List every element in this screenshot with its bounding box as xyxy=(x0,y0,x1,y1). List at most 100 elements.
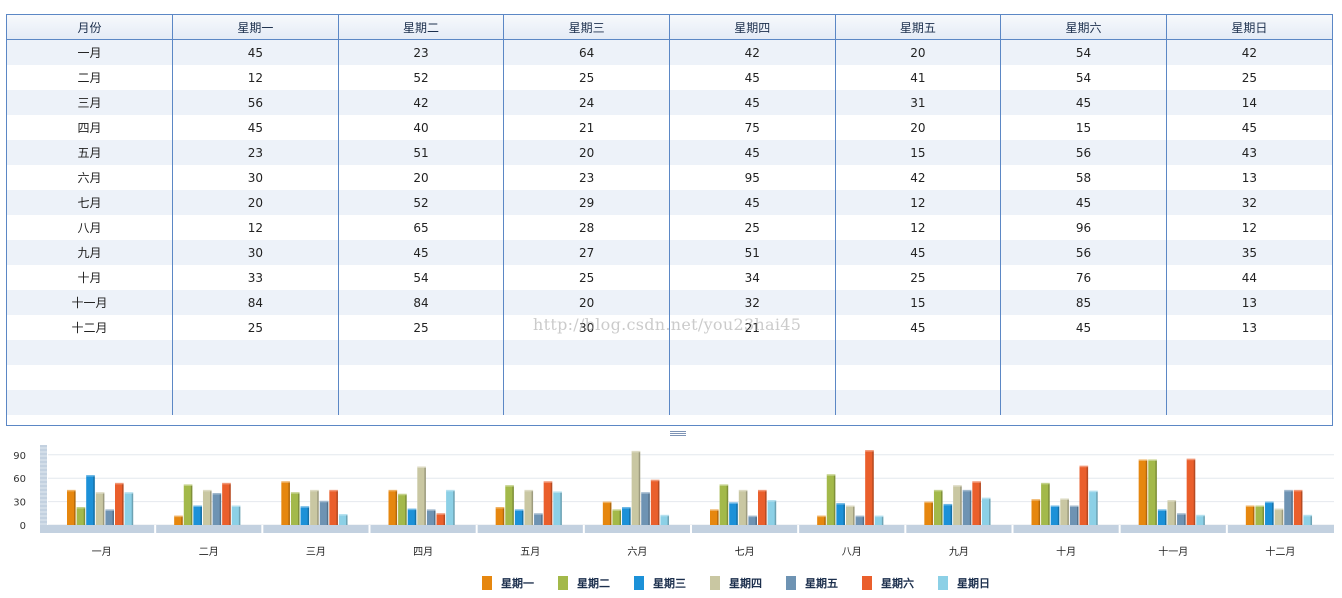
empty-cell xyxy=(503,340,670,365)
bar xyxy=(436,513,446,525)
value-cell: 12 xyxy=(834,215,1001,240)
value-cell: 54 xyxy=(337,265,504,290)
bar xyxy=(924,501,933,525)
table-row[interactable]: 九月 30 45 27 51 45 56 35 xyxy=(7,240,1332,265)
x-tick-label: 八月 xyxy=(842,546,862,558)
bar-body xyxy=(436,513,446,525)
table-row[interactable]: 一月 45 23 64 42 20 54 42 xyxy=(7,39,1332,65)
bar-highlight xyxy=(524,489,534,492)
bar-body xyxy=(1157,509,1167,525)
bar-shade xyxy=(122,483,124,525)
bar-shade xyxy=(1310,515,1313,525)
table-row[interactable]: 三月 56 42 24 45 31 45 14 xyxy=(7,90,1332,115)
table-row[interactable]: 十二月 25 25 30 21 45 45 13 xyxy=(7,315,1332,340)
bar-highlight xyxy=(650,479,660,482)
value-cell: 14 xyxy=(1165,90,1332,115)
bar-highlight xyxy=(86,475,95,477)
value-cell: 45 xyxy=(834,240,1001,265)
bar xyxy=(631,450,641,525)
bar xyxy=(817,515,826,525)
column-header[interactable]: 星期五 xyxy=(834,15,1001,40)
bar xyxy=(855,515,865,525)
empty-cell xyxy=(172,365,339,390)
bar-highlight xyxy=(67,489,76,492)
x-tick-label: 十一月 xyxy=(1158,545,1188,558)
table-row[interactable]: 七月 20 52 29 45 12 45 32 xyxy=(7,190,1332,215)
value-cell: 35 xyxy=(1165,240,1332,265)
column-header[interactable]: 星期三 xyxy=(503,15,670,40)
legend-item[interactable]: 星期六 xyxy=(862,574,914,592)
legend-label: 星期二 xyxy=(577,577,610,590)
x-tick-label: 十二月 xyxy=(1265,545,1295,558)
column-header[interactable]: 星期一 xyxy=(172,15,339,40)
bar-highlight xyxy=(845,505,855,507)
table-row[interactable]: 八月 12 65 28 25 12 96 12 xyxy=(7,215,1332,240)
bar xyxy=(398,493,407,525)
bar-body xyxy=(495,507,505,525)
legend-swatch xyxy=(634,576,644,590)
value-cell: 25 xyxy=(337,315,504,340)
value-cell: 43 xyxy=(1165,140,1332,165)
legend-item[interactable]: 星期日 xyxy=(938,574,990,592)
empty-cell xyxy=(1165,390,1332,415)
bar-shade xyxy=(112,510,114,525)
month-cell: 二月 xyxy=(7,65,173,90)
table-row[interactable]: 五月 23 51 20 45 15 56 43 xyxy=(7,140,1332,165)
bar-highlight xyxy=(1138,459,1148,461)
bar xyxy=(1060,498,1069,525)
value-cell: 58 xyxy=(1000,165,1167,190)
bar-body xyxy=(845,505,855,525)
value-cell: 23 xyxy=(337,39,504,65)
bar-shade xyxy=(317,490,319,525)
column-header[interactable]: 星期日 xyxy=(1165,15,1332,40)
bar xyxy=(1274,508,1284,525)
bar-highlight xyxy=(534,513,543,515)
bar xyxy=(1041,482,1050,525)
legend-item[interactable]: 星期二 xyxy=(558,574,610,592)
x-tick-label: 三月 xyxy=(306,546,326,558)
value-cell: 24 xyxy=(503,90,670,115)
value-cell: 42 xyxy=(1165,39,1332,65)
bar-highlight xyxy=(183,484,193,486)
bar xyxy=(1079,465,1089,525)
column-header[interactable]: 星期二 xyxy=(337,15,504,40)
bar-body xyxy=(553,491,562,525)
column-header[interactable]: 星期六 xyxy=(1000,15,1167,40)
data-grid: 月份 星期一 星期二 星期三 星期四 星期五 星期六 星期日 一月 45 23 64 42 20 54 42… xyxy=(6,14,1333,426)
empty-cell xyxy=(1165,340,1332,365)
value-cell: 84 xyxy=(337,290,504,315)
bar xyxy=(407,508,417,525)
column-header[interactable]: 月份 xyxy=(7,15,173,40)
table-row[interactable]: 二月 12 52 25 45 41 54 25 xyxy=(7,65,1332,90)
legend-item[interactable]: 星期五 xyxy=(786,574,838,592)
bar-body xyxy=(1138,459,1148,525)
value-cell: 56 xyxy=(1000,240,1167,265)
bar-highlight xyxy=(514,509,524,511)
bar-shade xyxy=(1096,491,1098,525)
bar xyxy=(981,497,991,525)
bar-body xyxy=(514,509,524,525)
column-header[interactable]: 星期四 xyxy=(669,15,836,40)
table-row[interactable]: 六月 30 20 23 95 42 58 13 xyxy=(7,165,1332,190)
bar-highlight xyxy=(231,505,241,507)
legend-item[interactable]: 星期四 xyxy=(710,574,762,592)
bar xyxy=(524,489,534,525)
table-row[interactable]: 四月 45 40 21 75 20 15 45 xyxy=(7,115,1332,140)
legend-item[interactable]: 星期一 xyxy=(482,574,534,592)
value-cell: 54 xyxy=(1000,39,1167,65)
bar xyxy=(553,491,562,525)
bar-highlight xyxy=(943,503,953,506)
bar-highlight xyxy=(1089,490,1098,493)
splitter-handle[interactable] xyxy=(670,431,686,436)
bar-body xyxy=(962,489,972,525)
x-tick-label: 七月 xyxy=(735,546,755,558)
legend-item[interactable]: 星期三 xyxy=(634,574,686,592)
month-cell: 五月 xyxy=(7,140,173,165)
value-cell: 13 xyxy=(1165,315,1332,340)
y-axis xyxy=(40,445,47,533)
month-cell: 十二月 xyxy=(7,315,173,340)
table-row[interactable]: 十月 33 54 25 34 25 76 44 xyxy=(7,265,1332,290)
table-row[interactable]: 十一月 84 84 20 32 15 85 13 xyxy=(7,290,1332,315)
bar xyxy=(650,479,660,525)
value-cell: 29 xyxy=(503,190,670,215)
